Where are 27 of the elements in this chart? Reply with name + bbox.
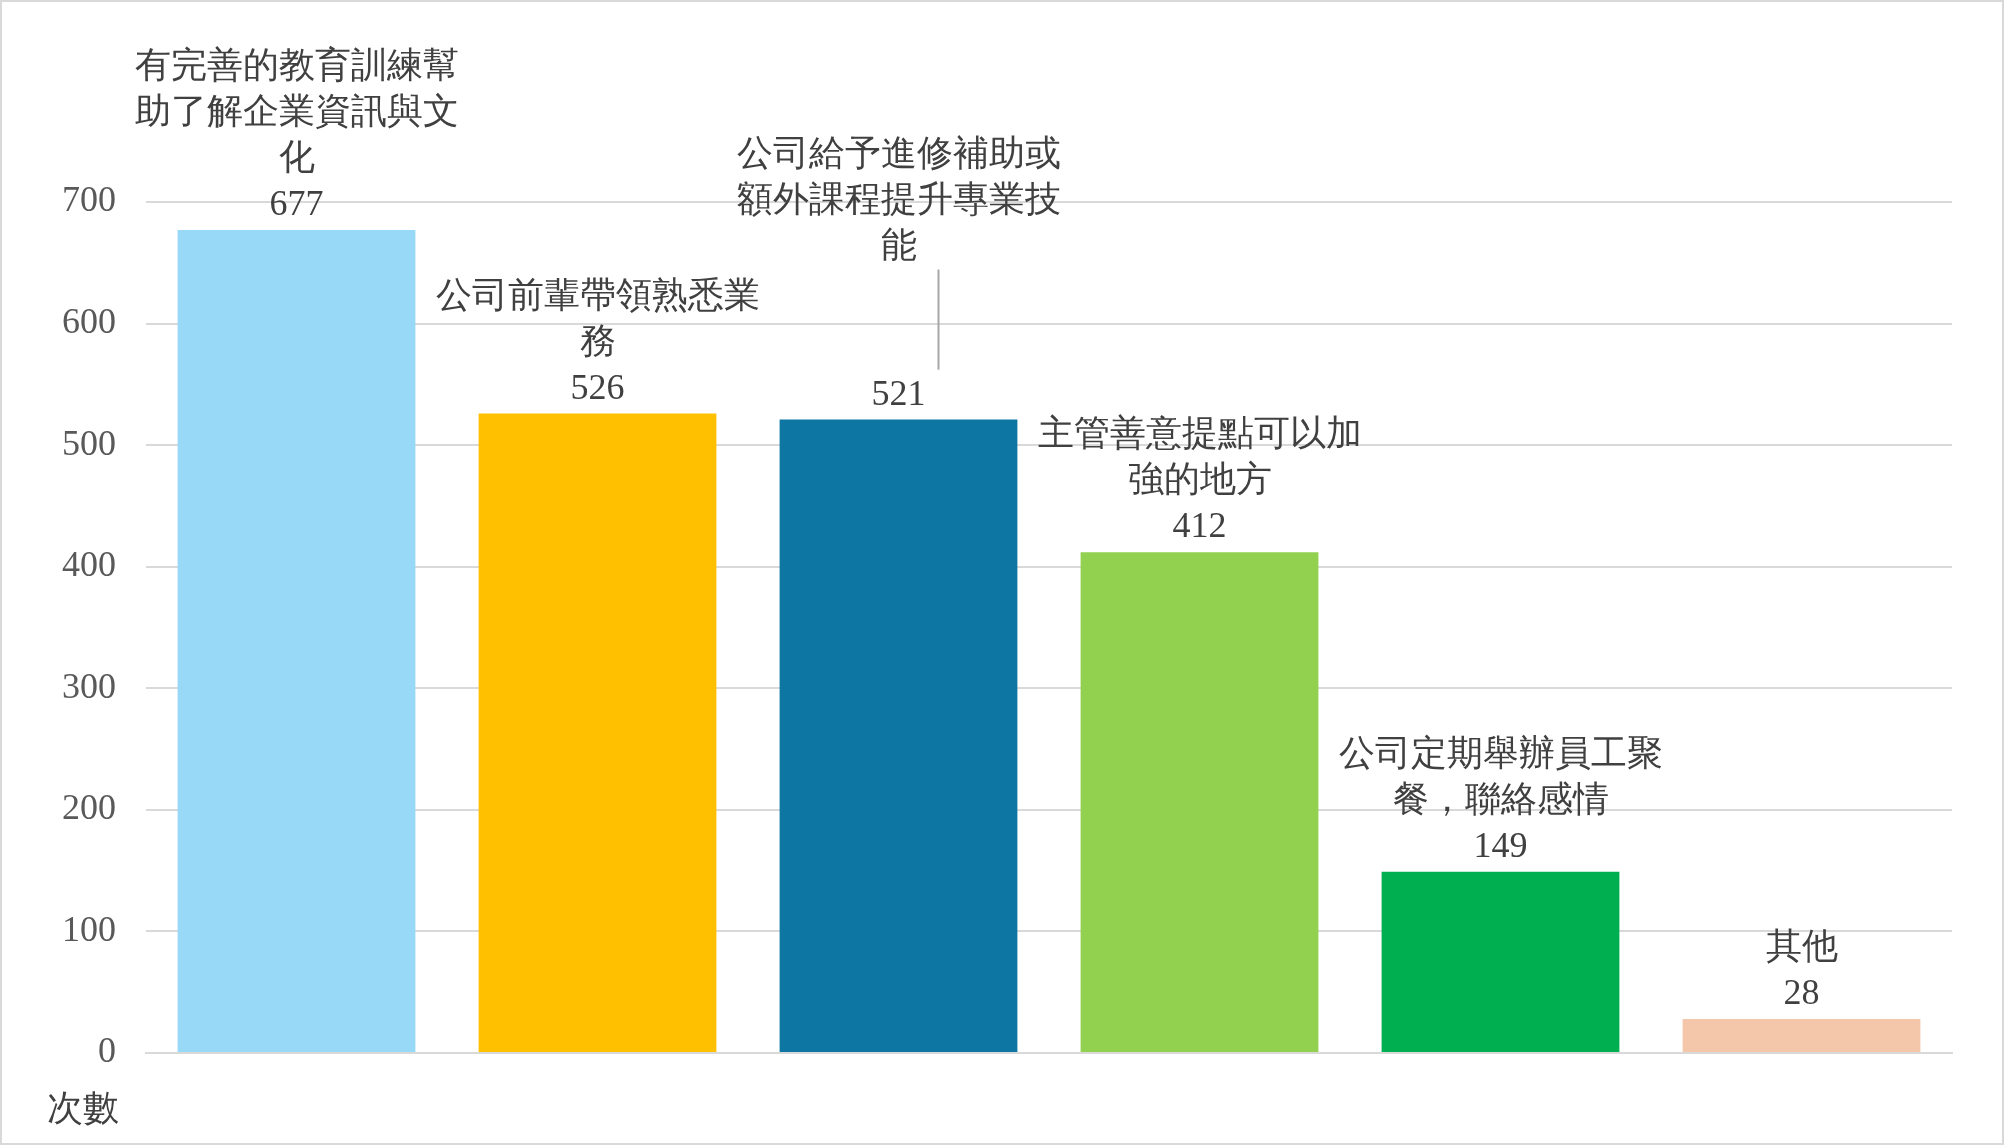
x-tick-label: 其他	[1765, 924, 1838, 968]
bar	[177, 229, 416, 1052]
data-label: 677	[269, 181, 324, 225]
bar	[1080, 552, 1319, 1052]
x-tick-label: 主管善意提點可以加強的地方	[1036, 412, 1363, 502]
data-label: 521	[871, 371, 926, 415]
data-label: 28	[1783, 970, 1820, 1014]
data-label: 149	[1473, 823, 1528, 867]
data-label: 412	[1172, 504, 1227, 548]
bar	[779, 419, 1018, 1052]
y-tick-label: 300	[62, 665, 116, 706]
y-tick-label: 100	[62, 908, 116, 949]
x-tick-label: 公司定期舉辦員工聚餐，聯絡感情	[1337, 731, 1664, 821]
bar	[478, 413, 717, 1052]
y-tick-label: 400	[62, 544, 116, 585]
y-tick-label: 700	[62, 179, 116, 220]
x-tick-label: 公司給予進修補助或額外課程提升專業技能	[735, 131, 1062, 267]
x-tick-label: 有完善的教育訓練幫助了解企業資訊與文化	[133, 43, 460, 179]
y-axis-title: 次數	[47, 1088, 119, 1129]
bar	[1381, 871, 1620, 1052]
data-label: 526	[570, 365, 625, 409]
y-tick-label: 500	[62, 422, 116, 463]
x-tick-label: 公司前輩帶領熟悉業務	[434, 273, 761, 363]
y-tick-label: 200	[62, 787, 116, 828]
y-tick-label: 600	[62, 301, 116, 342]
bar	[1682, 1018, 1921, 1052]
y-tick-label: 0	[98, 1030, 116, 1071]
